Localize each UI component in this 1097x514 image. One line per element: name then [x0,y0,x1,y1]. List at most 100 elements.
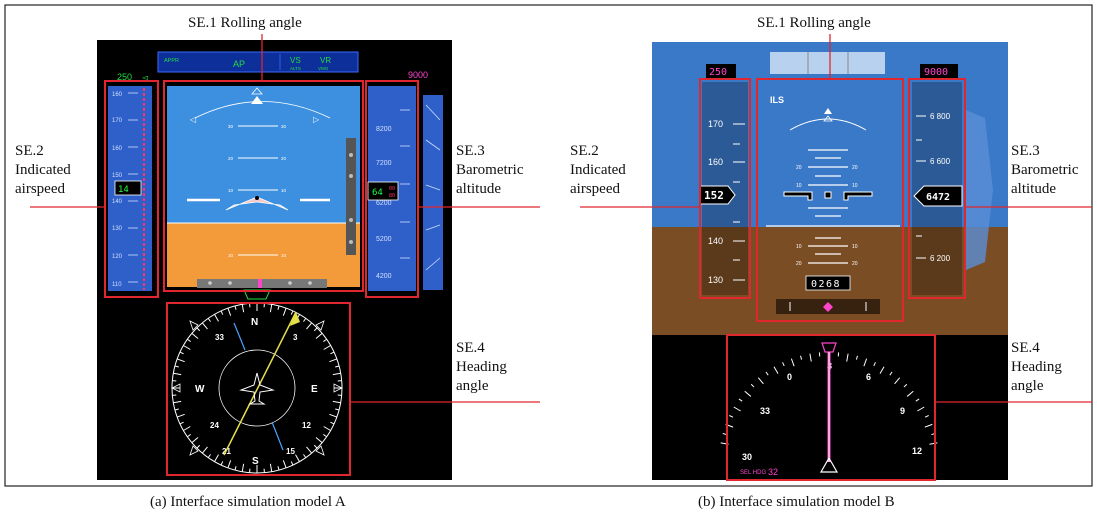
speed-tick: 120 [112,254,123,260]
compass-tick [207,454,211,458]
compass-tick [176,413,185,418]
compass-tick [722,433,727,436]
compass-label: 0 [787,372,792,382]
speed-tick: 110 [112,282,122,288]
compass-tick [282,460,287,469]
compass-label: 33 [760,406,770,416]
compass-tick [315,332,323,339]
compass-tick [234,305,237,310]
compass-tick [330,421,335,425]
compass-tick [335,408,340,411]
compass-tick [303,318,307,322]
compass-tick [790,358,795,367]
fma-vmo: VMO [318,66,329,71]
callout-heading-a-3: angle [456,378,489,394]
callout-altitude-a-3: altitude [456,181,501,197]
compass-tick [733,406,741,412]
callout-airspeed-b-3: airspeed [570,181,620,197]
compass-tick [191,437,199,444]
compass-tick [906,390,914,397]
compass-tick [329,413,338,418]
radio-altitude-b: 0268 [811,279,841,290]
compass-tick [306,446,313,454]
compass-tick [174,365,179,368]
compass-tick [269,304,273,313]
compass-tick [183,426,191,431]
compass-tick [183,345,191,350]
compass-label: 33 [215,333,224,342]
attitude-indicator-a: ◁ ▷ 30 30 20 20 10 10 10 10 [167,86,360,288]
pitch-label: 20 [281,156,287,161]
speed-tape-a: 160 170 160 150 140 130 120 110 14 [108,86,152,291]
compass-tick [924,415,929,418]
fma-ap: AP [233,59,245,69]
callout-heading-b-1: SE.4 [1011,340,1040,356]
compass-tick [782,362,785,367]
sel-hdg-label-b: SEL HDG [740,470,766,476]
speed-target-marker-a: ◅ [141,73,148,82]
speed-tick: 130 [708,275,723,285]
speed-current-a: 14 [118,185,129,195]
compass-tick [179,421,184,425]
compass-tick [729,415,734,418]
speed-tick: 150 [112,173,123,179]
highlight-heading-b [726,334,936,481]
speed-current-b: 152 [704,189,724,202]
altitude-tape-a: 8200 7200 6200 5200 4200 64 00 80 [367,86,443,291]
speed-tick: 170 [708,119,723,129]
speed-target-b: 250 [709,67,727,78]
alt-tick: 4200 [376,273,392,280]
alt-tick: 7200 [376,160,392,167]
compass-tick [241,463,245,472]
highlight-altitude-a [365,80,419,298]
callout-altitude-b-1: SE.3 [1011,143,1040,159]
compass-label: 21 [222,447,231,456]
compass-tick [269,463,273,472]
compass-tick [234,466,237,471]
fma-appr: APPR [164,58,179,64]
fma-vs: VS [290,56,301,65]
callout-rolling-b: SE.1 Rolling angle [757,15,871,31]
compass-label: 15 [286,447,295,456]
compass-tick [330,351,335,355]
alt-target-b: 9000 [924,67,948,78]
compass-tick [329,358,338,363]
highlight-rolling-a [163,80,364,292]
compass-tick [187,338,191,342]
compass-tick [207,318,211,322]
compass-label: 12 [912,446,922,456]
alt-current-a: 64 [372,188,383,198]
speed-tick: 140 [708,236,723,246]
speed-tick: 140 [112,199,123,205]
compass-tick [323,426,331,431]
compass-label: 12 [302,421,311,430]
compass-ticks-b [720,352,938,445]
compass-label: 30 [742,452,752,462]
compass-tick [174,408,179,411]
compass-tick [323,338,327,342]
speed-tick: 160 [708,157,723,167]
speed-tick: 170 [112,118,123,124]
pitch-label: 20 [228,156,234,161]
callout-altitude-b-3: altitude [1011,181,1056,197]
compass-tick [220,310,224,315]
compass-tick [306,322,313,330]
compass-tick [800,355,803,360]
pitch-label: 20 [852,261,858,267]
pitch-label: 10 [852,183,858,189]
callout-airspeed-a-3: airspeed [15,181,65,197]
compass-tick [196,327,201,332]
compass-tick [277,466,280,471]
compass-tick [313,327,318,332]
aircraft-icon [239,372,275,405]
highlight-airspeed-b [699,78,751,299]
compass-tick [738,398,743,402]
alt-target-a: 9000 [408,70,428,80]
compass-tick [873,362,876,367]
compass-tick [750,383,755,388]
pitch-label: 10 [281,188,287,193]
compass-tick [744,390,752,397]
alt-current-b: 6472 [926,192,950,203]
pitch-label: 20 [796,165,802,171]
